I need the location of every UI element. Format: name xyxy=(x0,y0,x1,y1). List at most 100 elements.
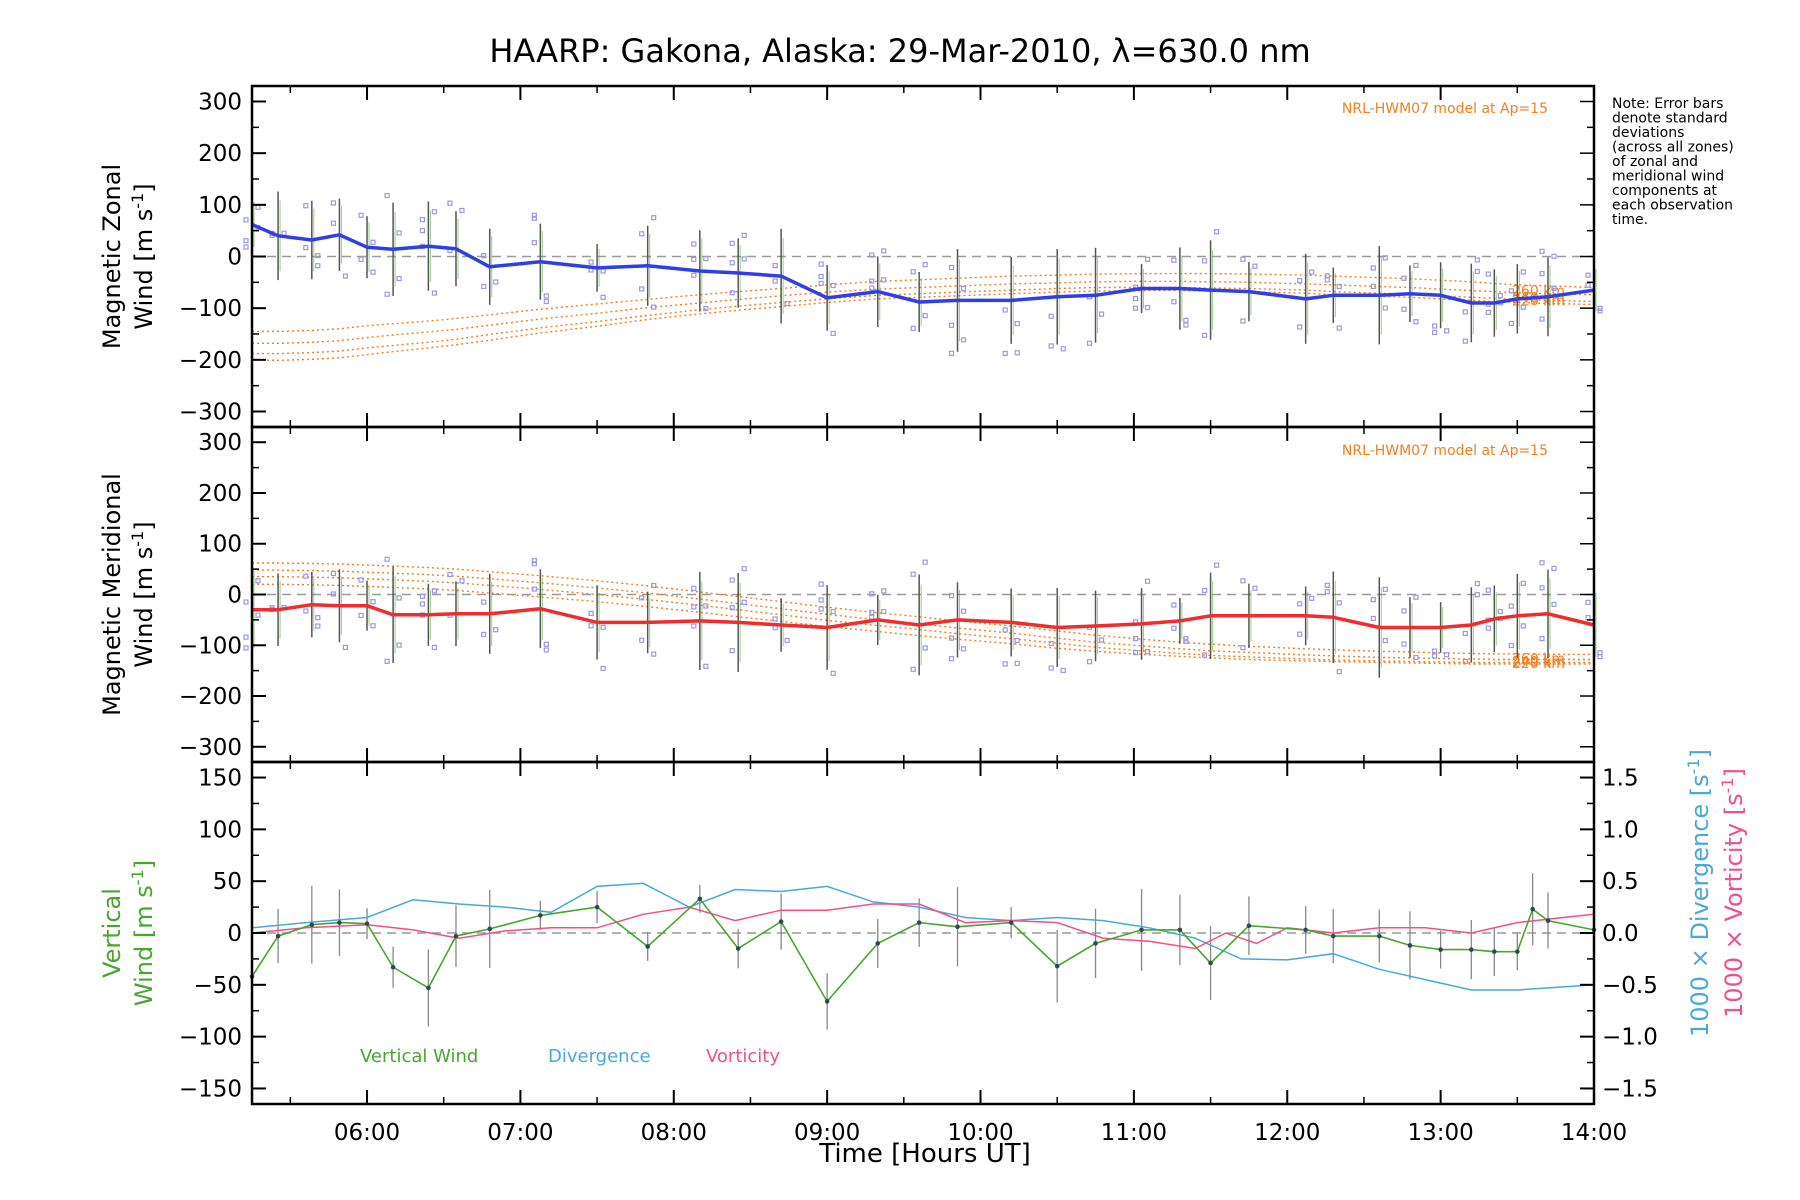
vertical-wind-point xyxy=(645,944,650,949)
zone-marker xyxy=(431,644,437,650)
zone-marker xyxy=(481,631,487,638)
vertical-wind-point xyxy=(955,924,960,930)
note-line: meridional wind xyxy=(1612,169,1724,185)
zone-marker xyxy=(741,599,747,605)
zone-marker xyxy=(1048,665,1054,671)
vertical-wind-point xyxy=(1515,949,1520,954)
y-tick-label: 0 xyxy=(227,583,242,609)
zone-marker xyxy=(1508,288,1514,294)
vertical-wind-point xyxy=(1303,927,1308,933)
x-tick-label: 11:00 xyxy=(1101,1120,1167,1146)
vertical-wind-point xyxy=(594,904,600,910)
zone-marker xyxy=(1382,586,1388,592)
zone-marker xyxy=(881,277,887,283)
zone-marker xyxy=(1444,652,1450,658)
model-altitude-label: 260 km xyxy=(1512,651,1565,667)
zone-marker xyxy=(1201,332,1208,338)
y-tick-label: −200 xyxy=(179,684,242,710)
vertical-wind-point xyxy=(364,921,370,926)
y-tick-label: −100 xyxy=(179,1025,242,1051)
zone-marker xyxy=(1462,309,1468,315)
zone-marker xyxy=(531,240,537,246)
zone-marker xyxy=(1297,324,1303,330)
zone-marker xyxy=(691,241,697,247)
zone-marker xyxy=(869,609,875,615)
vertical-wind-point xyxy=(275,933,281,939)
zone-marker xyxy=(960,608,967,614)
zone-marker xyxy=(639,637,645,643)
zone-marker xyxy=(1474,268,1480,275)
zone-marker xyxy=(948,322,955,328)
x-tick-label: 08:00 xyxy=(641,1120,707,1146)
zone-marker xyxy=(330,200,337,206)
vertical-wind-point xyxy=(1054,963,1060,969)
zone-marker xyxy=(741,566,747,572)
zone-marker xyxy=(741,256,747,262)
zone-marker xyxy=(600,665,606,672)
zone-marker xyxy=(1324,589,1330,595)
zone-marker xyxy=(881,588,887,594)
zone-marker xyxy=(639,231,645,237)
zone-marker xyxy=(1413,262,1419,269)
zone-marker xyxy=(1014,350,1020,356)
zone-marker xyxy=(531,558,537,564)
meridional-wind-line xyxy=(252,602,1595,630)
zone-marker xyxy=(1132,295,1139,302)
vertical-wind-point xyxy=(1330,933,1336,939)
zone-marker xyxy=(1370,283,1376,289)
zone-marker xyxy=(1014,660,1020,667)
vertical-wind-point xyxy=(824,999,830,1004)
zone-marker xyxy=(396,275,402,282)
vertical-wind-point xyxy=(337,920,342,925)
vertical-wind-point xyxy=(1139,927,1144,933)
note-line: Note: Error bars xyxy=(1612,96,1723,112)
zone-marker xyxy=(1539,560,1545,566)
zone-marker xyxy=(1413,594,1419,600)
zone-marker xyxy=(1585,272,1591,278)
zone-marker xyxy=(531,215,537,221)
zone-marker xyxy=(729,648,735,654)
vertical-wind-point xyxy=(309,922,315,928)
y-axis-label-line2: Wind [m s-1] xyxy=(128,860,158,1006)
vertical-wind-point xyxy=(538,913,543,918)
zone-marker xyxy=(1432,329,1438,336)
zone-marker xyxy=(243,634,249,640)
zone-marker xyxy=(1401,306,1407,312)
zone-marker xyxy=(303,244,309,251)
zone-marker xyxy=(342,273,349,279)
zone-marker xyxy=(1060,667,1066,674)
note-line: components at xyxy=(1612,183,1718,199)
zone-marker xyxy=(1144,304,1151,311)
zone-marker xyxy=(315,623,321,629)
zone-marker xyxy=(481,283,487,290)
zone-marker xyxy=(1539,636,1545,642)
model-curve xyxy=(252,286,1595,355)
vorticity-axis-label: 1000 × Vorticity [s-1] xyxy=(1718,768,1748,1018)
zone-marker xyxy=(910,325,916,331)
zone-marker xyxy=(1171,625,1177,631)
zone-marker xyxy=(691,256,697,263)
zone-marker xyxy=(1171,602,1177,608)
note-line: deviations xyxy=(1612,125,1684,141)
y-tick-label: −300 xyxy=(179,400,242,426)
y2-tick-label: −1.0 xyxy=(1602,1025,1658,1051)
zone-marker xyxy=(1539,316,1545,322)
zone-marker xyxy=(1401,608,1407,614)
zone-marker xyxy=(1539,271,1545,277)
y-tick-label: 200 xyxy=(198,141,242,167)
zone-marker xyxy=(1520,269,1526,275)
zone-marker xyxy=(600,294,606,300)
zone-marker xyxy=(531,212,537,218)
zone-marker xyxy=(1539,585,1545,591)
y-axis-label-line2: Wind [m s-1] xyxy=(128,183,158,329)
y-tick-label: 0 xyxy=(227,245,242,271)
zone-marker xyxy=(922,313,928,319)
zone-marker xyxy=(1336,669,1342,675)
vertical-wind-point xyxy=(1008,920,1014,925)
zone-marker xyxy=(370,599,376,605)
zonal-wind-line xyxy=(251,222,1595,305)
zone-marker xyxy=(1297,631,1303,637)
